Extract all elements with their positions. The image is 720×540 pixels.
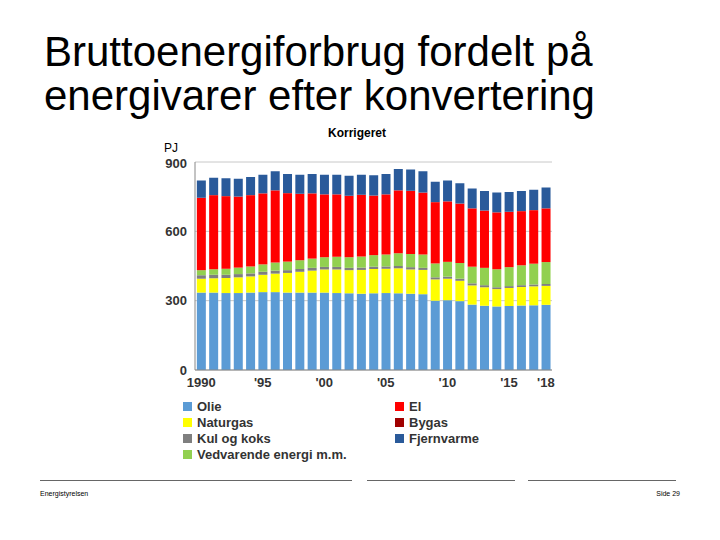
svg-text:0: 0	[180, 363, 187, 378]
svg-text:600: 600	[165, 224, 187, 239]
svg-text:'95: '95	[254, 375, 272, 390]
html-text:Energistyrelsen: Energistyrelsen	[40, 490, 89, 497]
svg-text:'00: '00	[315, 375, 333, 390]
svg-text:'05: '05	[377, 375, 395, 390]
svg-text:'10: '10	[439, 375, 457, 390]
svg-text:1990: 1990	[187, 375, 216, 390]
html-text:Fjernvarme: Fjernvarme	[409, 430, 480, 446]
svg-text:900: 900	[165, 156, 187, 171]
html-text:Kul og koks: Kul og koks	[197, 430, 271, 446]
svg-text:'18: '18	[537, 375, 555, 390]
html-text:Bygas: Bygas	[409, 414, 448, 430]
html-text:El: El	[409, 398, 422, 414]
html-text:Olie: Olie	[197, 398, 222, 414]
html-text:Bruttoenergiforbrug fordelt på: Bruttoenergiforbrug fordelt på energivar…	[44, 28, 595, 119]
svg-text:'15: '15	[500, 375, 518, 390]
html-text:Side 29: Side 29	[656, 490, 680, 497]
html-text:Vedvarende energi m.m.: Vedvarende energi m.m.	[197, 446, 347, 462]
html-text:PJ: PJ	[164, 141, 178, 155]
svg-text:300: 300	[165, 293, 187, 308]
html-text:Naturgas: Naturgas	[197, 414, 254, 430]
html-text:Korrigeret: Korrigeret	[328, 126, 386, 140]
